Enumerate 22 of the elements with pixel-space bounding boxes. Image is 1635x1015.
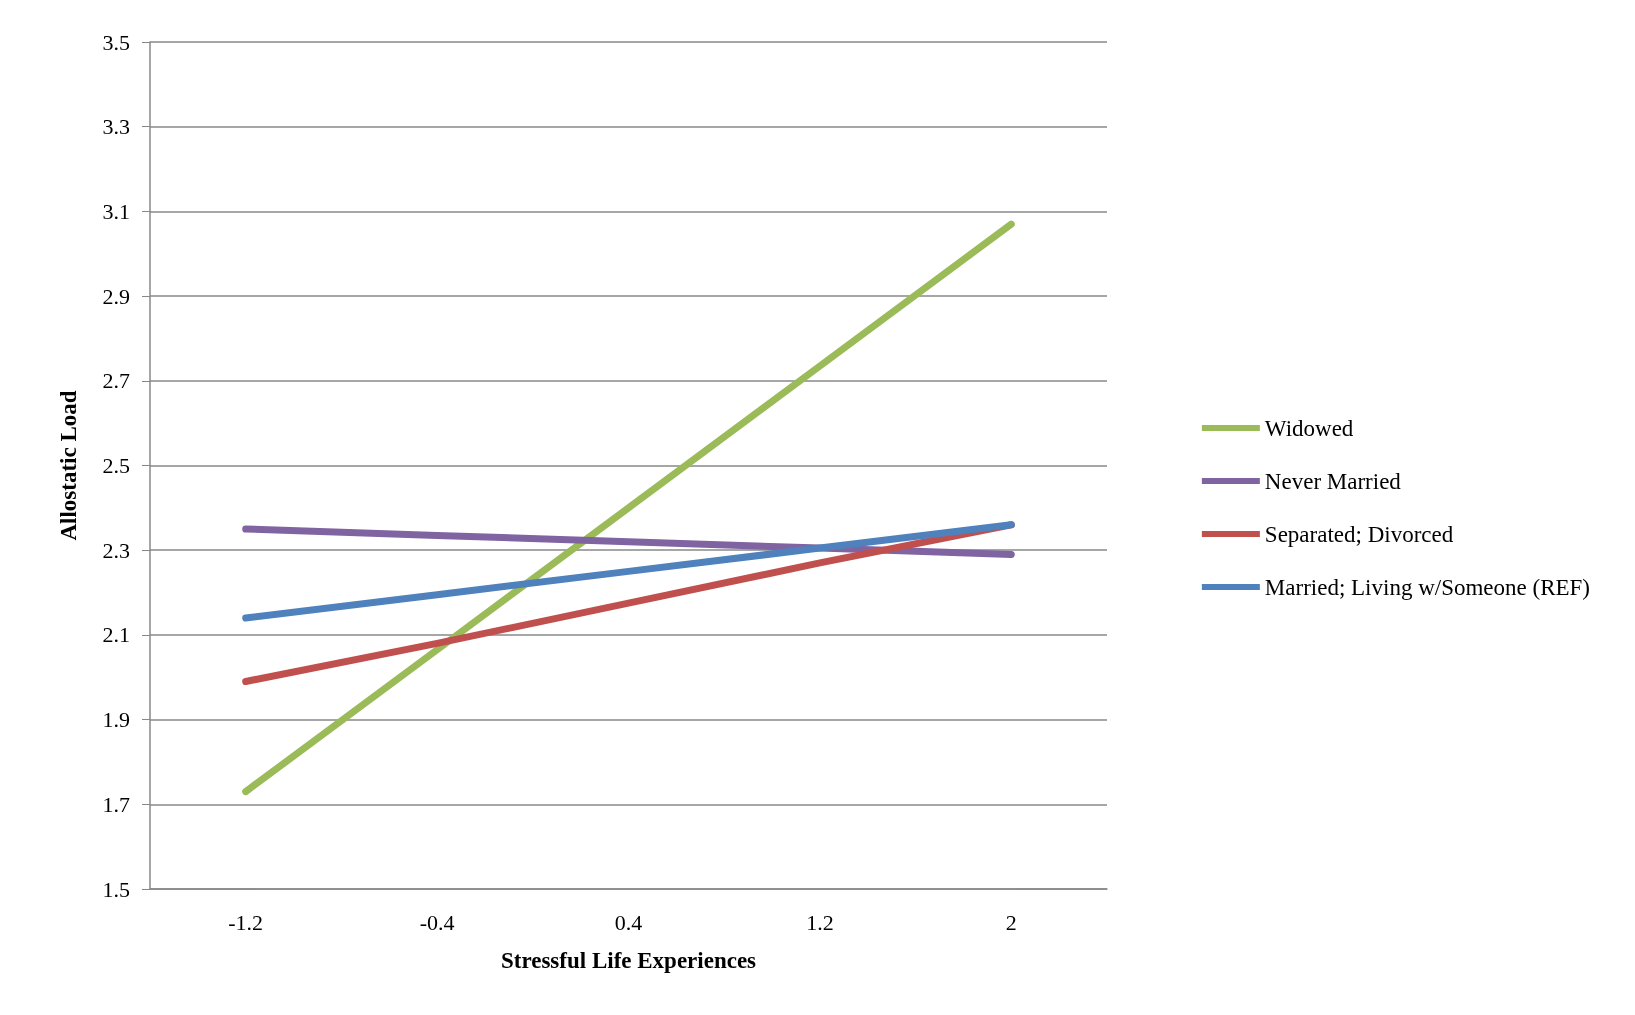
y-tick-label: 3.5 xyxy=(102,29,130,55)
y-axis-title: Allostatic Load xyxy=(56,390,81,541)
legend-label: Separated; Divorced xyxy=(1264,521,1454,547)
x-tick-label: -1.2 xyxy=(228,909,264,935)
y-tick-label: 2.9 xyxy=(102,283,130,309)
legend-label: Never Married xyxy=(1264,468,1402,494)
y-tick-label: 1.9 xyxy=(102,707,130,733)
x-tick-label: 1.2 xyxy=(806,909,834,935)
y-tick-label: 2.1 xyxy=(102,622,130,648)
x-axis-title: Stressful Life Experiences xyxy=(500,948,757,973)
y-tick-label: 2.5 xyxy=(102,453,130,478)
x-tick-label: 0.4 xyxy=(614,909,643,935)
legend-label: Widowed xyxy=(1264,415,1354,441)
x-tick-label: 2 xyxy=(1005,909,1017,935)
y-tick-label: 2.7 xyxy=(102,368,130,394)
legend-label: Married; Living w/Someone (REF) xyxy=(1264,574,1591,600)
y-tick-label: 3.1 xyxy=(102,198,130,224)
y-tick-label: 3.3 xyxy=(102,114,130,140)
y-tick-label: 2.3 xyxy=(102,537,130,563)
x-tick-label: -0.4 xyxy=(419,909,455,935)
y-tick-label: 1.5 xyxy=(102,876,130,902)
y-tick-label: 1.7 xyxy=(102,791,130,817)
